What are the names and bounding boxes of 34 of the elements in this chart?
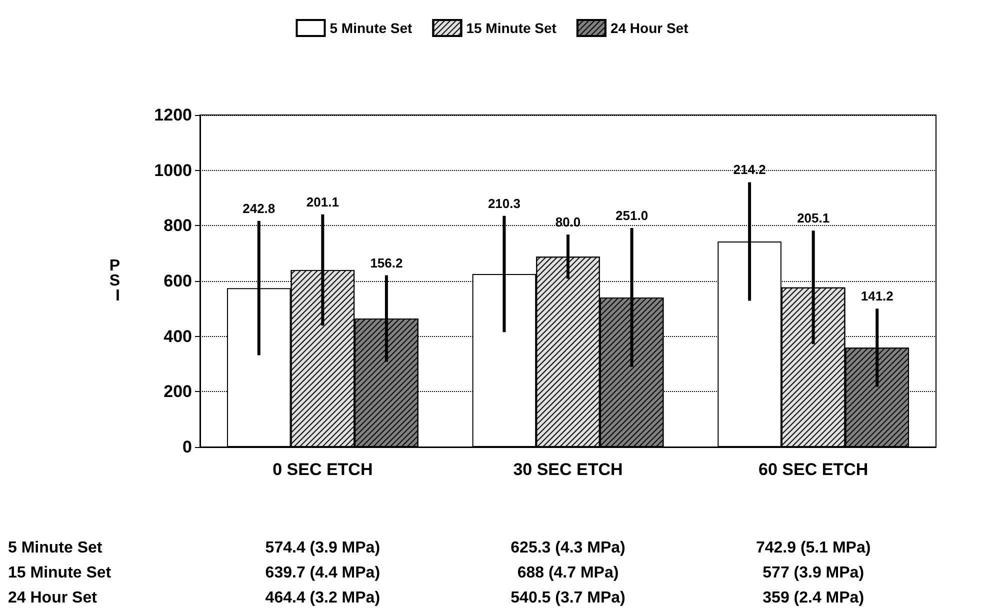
annotation: 242.8	[242, 200, 276, 216]
data-label: 574.4 (3.9 MPa)	[265, 540, 380, 556]
text: 24 Hour Set	[8, 590, 97, 606]
annotation: 214.2	[733, 162, 766, 178]
data-label: 577 (3.9 MPa)	[762, 564, 864, 582]
legend-label: 5 Minute Set	[330, 20, 413, 36]
y-tick-label: 1000	[154, 160, 192, 180]
annotation: 210.3	[488, 196, 520, 211]
y-tick-label: 0	[182, 438, 192, 456]
y-tick-label: 1200	[154, 106, 192, 124]
y-tick-label: 400	[164, 326, 192, 346]
text: 5 Minute Set	[8, 540, 102, 556]
data-label: 540.5 (3.7 MPa)	[510, 590, 626, 606]
y-axis-title: PSI	[109, 258, 120, 304]
y-tick-label: 800	[164, 216, 192, 236]
data-label: 742.9 (5.1 MPa)	[756, 540, 871, 556]
y-tick-label: 200	[164, 382, 192, 402]
annotation: 156.2	[370, 255, 403, 270]
text: 15 Minute Set	[8, 564, 112, 582]
annotation: 251.0	[616, 208, 648, 224]
y-tick-label: 600	[164, 272, 192, 290]
data-label: 359 (2.4 MPa)	[762, 590, 864, 606]
data-label: 639.7 (4.4 MPa)	[265, 564, 380, 582]
annotation: 141.2	[860, 288, 894, 304]
x-tick-label: 0 SEC ETCH	[272, 460, 373, 479]
x-tick-label: 30 SEC ETCH	[513, 460, 623, 479]
legend-label: 24 Hour Set	[610, 20, 689, 36]
legend-label: 15 Minute Set	[466, 20, 557, 36]
data-label: 625.3 (4.3 MPa)	[510, 540, 626, 556]
annotation: 205.1	[797, 210, 830, 226]
x-tick-label: 60 SEC ETCH	[758, 460, 868, 479]
data-label: 464.4 (3.2 MPa)	[265, 590, 380, 606]
data-label: 688 (4.7 MPa)	[517, 564, 619, 582]
annotation: 201.1	[306, 194, 339, 210]
